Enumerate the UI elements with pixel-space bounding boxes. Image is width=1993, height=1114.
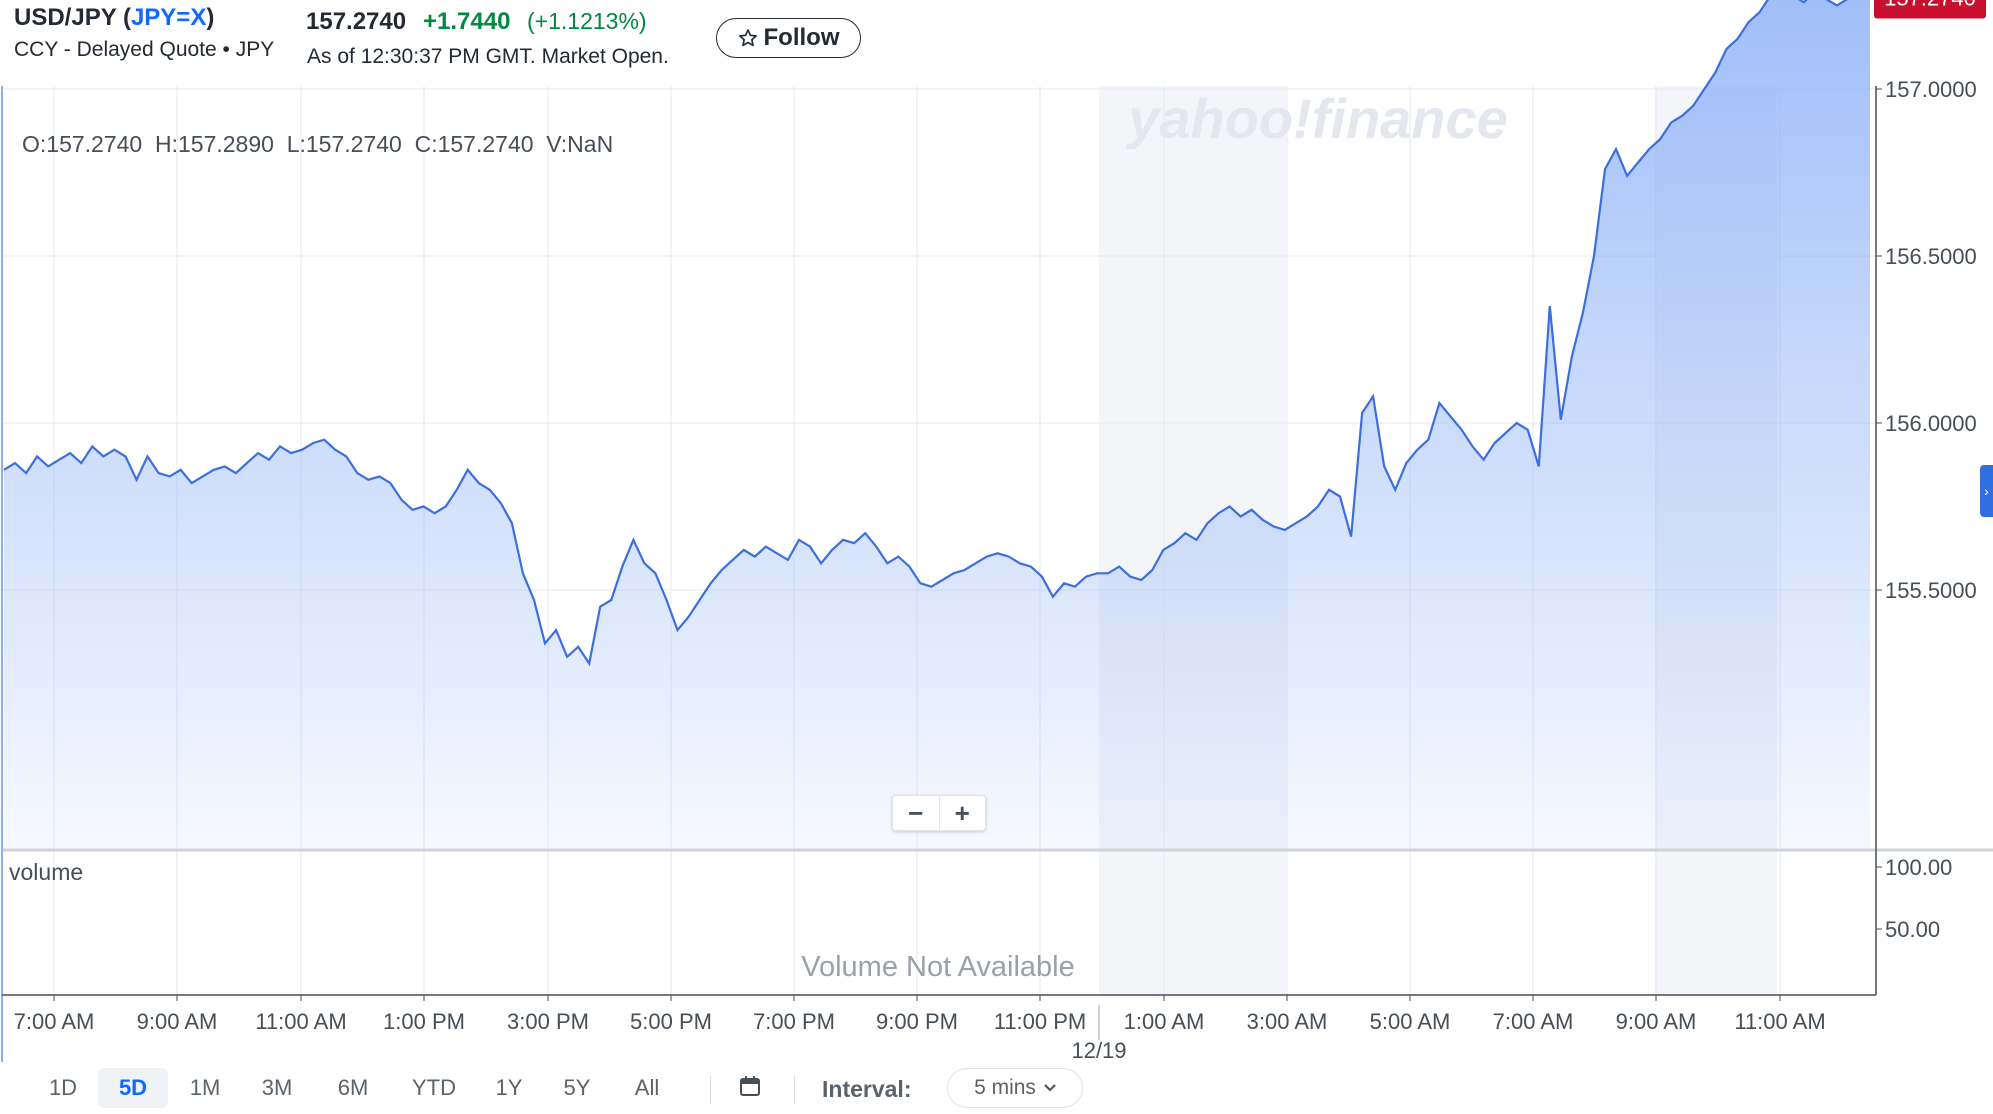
range-6m-button[interactable]: 6M (337, 1075, 369, 1100)
range-5y-button[interactable]: 5Y (563, 1075, 591, 1100)
interval-value: 5 mins (974, 1076, 1036, 1099)
volume-tick: 100.00 (1885, 855, 1952, 880)
zoom-controls: − + (892, 795, 986, 831)
separator (794, 1076, 795, 1104)
x-tick-label: 5:00 PM (630, 1009, 712, 1034)
y-tick-label: 157.0000 (1885, 77, 1977, 102)
x-tick-label: 9:00 PM (876, 1009, 958, 1034)
x-tick-label: 7:00 AM (14, 1009, 95, 1034)
last-price-label: 157.2740 (1884, 0, 1976, 10)
x-tick-label: 1:00 AM (1124, 1009, 1205, 1034)
x-tick-label: 11:00 AM (1734, 1009, 1825, 1034)
panel-expand-tab[interactable]: › (1980, 465, 1993, 517)
watermark: yahoo!finance (1125, 87, 1508, 150)
price-chart[interactable]: yahoo!finance 157.2740 O:157.2740 H:157.… (0, 0, 1993, 1062)
symbol-title: USD/JPY (JPY=X) (14, 4, 215, 31)
quote-timestamp: As of 12:30:37 PM GMT. Market Open. (307, 45, 669, 68)
x-tick-label: 5:00 AM (1370, 1009, 1451, 1034)
x-tick-label: 9:00 AM (1616, 1009, 1697, 1034)
last-price-badge (1874, 0, 1986, 19)
interval-select[interactable]: 5 mins (947, 1068, 1083, 1108)
x-tick-label: 11:00 AM (255, 1009, 346, 1034)
calendar-icon (740, 1076, 760, 1096)
volume-tick: 50.00 (1885, 917, 1940, 942)
ohlcv-readout: O:157.2740 H:157.2890 L:157.2740 C:157.2… (22, 131, 613, 157)
volume-label: volume (9, 859, 83, 885)
volume-not-available: Volume Not Available (801, 951, 1075, 983)
x-tick-label: 11:00 PM (994, 1009, 1087, 1034)
range-ytd-button[interactable]: YTD (412, 1075, 456, 1100)
y-tick-label: 155.5000 (1885, 578, 1977, 603)
separator (710, 1076, 711, 1104)
x-tick-label: 7:00 PM (753, 1009, 835, 1034)
range-5d-button[interactable]: 5D (98, 1068, 168, 1108)
price-line (3, 0, 1849, 667)
calendar-button[interactable] (738, 1074, 766, 1102)
price-change-percent: (+1.1213%) (527, 8, 647, 34)
x-tick-label: 3:00 PM (507, 1009, 589, 1034)
range-3m-button[interactable]: 3M (261, 1075, 293, 1100)
range-all-button[interactable]: All (634, 1075, 660, 1100)
symbol-link[interactable]: JPY=X (130, 4, 207, 31)
x-tick-label: 3:00 AM (1247, 1009, 1328, 1034)
range-1d-button[interactable]: 1D (48, 1075, 78, 1100)
x-tick-label: 1:00 PM (383, 1009, 465, 1034)
date-label: 12/19 (1071, 1038, 1126, 1062)
star-outline-icon (738, 29, 757, 47)
price-change: +1.7440 (423, 8, 511, 35)
range-selector: 1D 5D 1M 3M 6M YTD 1Y 5Y All Interval: 5… (0, 1062, 1993, 1114)
range-1m-button[interactable]: 1M (189, 1075, 221, 1100)
follow-button[interactable]: Follow (716, 18, 861, 58)
range-1y-button[interactable]: 1Y (495, 1075, 523, 1100)
zoom-in-button[interactable]: + (938, 796, 986, 830)
interval-label: Interval: (822, 1076, 912, 1102)
y-tick-label: 156.5000 (1885, 244, 1977, 269)
zoom-out-button[interactable]: − (908, 798, 924, 828)
x-tick-label: 7:00 AM (1493, 1009, 1574, 1034)
current-price: 157.2740 (306, 8, 407, 35)
quote-subtitle: CCY - Delayed Quote • JPY (14, 38, 275, 61)
chevron-right-icon: › (1984, 483, 1989, 499)
x-tick-label: 9:00 AM (137, 1009, 218, 1034)
follow-label: Follow (763, 24, 840, 51)
y-tick-label: 156.0000 (1885, 411, 1977, 436)
price-area (4, 0, 1870, 850)
chevron-down-icon (1044, 1084, 1056, 1092)
